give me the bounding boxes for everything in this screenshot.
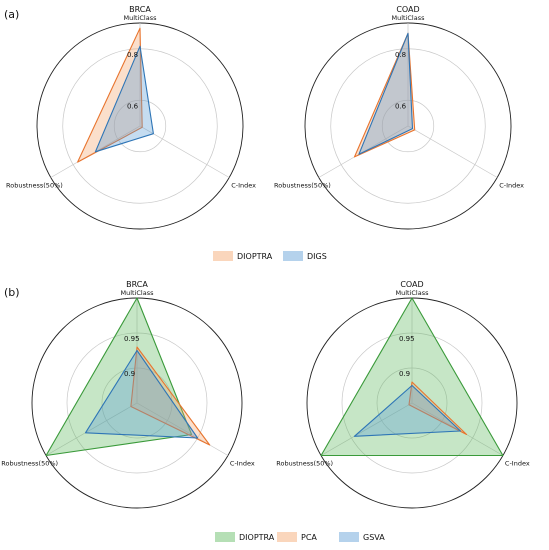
radar-series-dioptra <box>45 297 193 457</box>
radar-axis-label-robustness-50: Robustness(50%) <box>6 182 63 190</box>
legend-label-pca: PCA <box>301 533 317 542</box>
radar-series-pca <box>408 381 468 436</box>
radar-spoke-c-index <box>136 402 229 456</box>
radar-axis-label-robustness-50: Robustness(50%) <box>274 182 331 190</box>
radar-tick-label: 0.9 <box>399 370 410 378</box>
radar-axis-label-c-index: C-Index <box>231 182 256 190</box>
legend-label-digs: DIGS <box>307 252 327 261</box>
radar-tick-label: 0.6 <box>127 102 139 110</box>
radar-chart-title: COAD <box>396 5 419 14</box>
radar-series-pca <box>130 346 211 446</box>
radar-spoke-robustness-50 <box>45 402 138 456</box>
radar-chart-title: COAD <box>400 280 423 289</box>
legend-swatch-dioptra <box>213 251 233 261</box>
radar-tick-label: 0.95 <box>399 335 415 343</box>
legend-panel-1: DIOPTRA PCA GSVA <box>215 532 385 542</box>
radar-axis-label-multiclass: MultiClass <box>121 289 155 297</box>
radar-series-gsva <box>353 384 462 437</box>
radar-axis-label-multiclass: MultiClass <box>396 289 430 297</box>
radar-spoke-c-index <box>139 125 230 178</box>
radar-tick-label: 0.8 <box>127 51 138 59</box>
panel-label-a: (a) <box>4 8 19 21</box>
charts-layer: 0.60.8BRCAMultiClassC-IndexRobustness(50… <box>1 5 530 509</box>
radar-series-digs <box>94 45 154 153</box>
radar-series-gsva <box>84 349 199 439</box>
radar-axis-label-robustness-50: Robustness(50%) <box>1 460 58 468</box>
radar-chart-title: BRCA <box>126 280 148 289</box>
radar-chart-title: BRCA <box>129 5 151 14</box>
radar-tick-label: 0.6 <box>395 102 407 110</box>
radar-series-dioptra <box>353 32 416 158</box>
radar-tick-label: 0.9 <box>124 370 135 378</box>
radar-spoke-robustness-50 <box>320 402 413 456</box>
legend-label-dioptra: DIOPTRA <box>239 533 275 542</box>
radar-axis-label-robustness-50: Robustness(50%) <box>276 460 333 468</box>
radar-spoke-c-index <box>407 125 498 178</box>
radar-axis-label-c-index: C-Index <box>505 460 530 468</box>
radar-tick-label: 0.95 <box>124 335 140 343</box>
radar-axis-label-c-index: C-Index <box>499 182 524 190</box>
radar-axis-label-multiclass: MultiClass <box>124 14 158 22</box>
legend-swatch-pca <box>277 532 297 542</box>
radar-axis-label-c-index: C-Index <box>230 460 255 468</box>
legend-swatch-gsva <box>339 532 359 542</box>
legends-layer: DIOPTRA DIGS DIOPTRA PCA GSVA <box>213 251 385 542</box>
legend-swatch-digs <box>283 251 303 261</box>
radar-series-dioptra <box>320 297 504 457</box>
legend-label-gsva: GSVA <box>363 533 385 542</box>
radar-tick-label: 0.8 <box>395 51 406 59</box>
legend-label-dioptra: DIOPTRA <box>237 252 273 261</box>
radar-series-dioptra <box>77 27 143 163</box>
radar-axis-label-multiclass: MultiClass <box>392 14 426 22</box>
radar-series-digs <box>358 32 414 155</box>
panel-label-b: (b) <box>4 286 20 299</box>
legend-swatch-dioptra <box>215 532 235 542</box>
legend-panel-0: DIOPTRA DIGS <box>213 251 327 261</box>
